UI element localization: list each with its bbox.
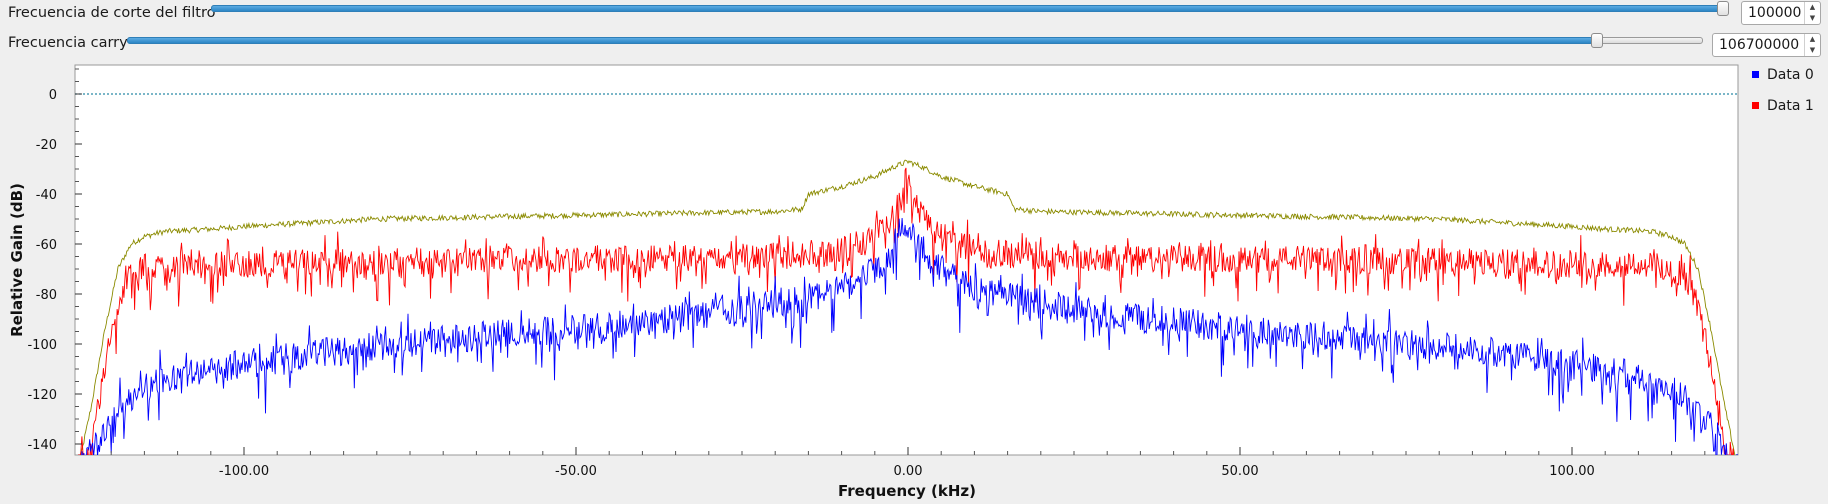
x-tick-label: 50.00 — [1221, 464, 1258, 479]
carry-value: 106700000 — [1719, 37, 1800, 53]
legend-swatch — [1752, 102, 1759, 109]
filter-cutoff-slider-handle[interactable] — [1717, 1, 1729, 16]
carry-row: Frecuencia carry 106700000 ▲ ▼ — [0, 30, 1828, 60]
carry-label: Frecuencia carry — [8, 35, 128, 51]
carry-slider-handle[interactable] — [1591, 33, 1603, 48]
spin-arrows-icon[interactable]: ▲ ▼ — [1804, 34, 1820, 56]
y-tick-label: -20 — [36, 138, 57, 153]
filter-cutoff-value: 100000 — [1748, 5, 1802, 21]
y-tick-label: -120 — [27, 388, 57, 403]
x-tick-label: 0.00 — [894, 464, 923, 479]
legend-label: Data 0 — [1767, 67, 1814, 83]
spin-arrows-icon[interactable]: ▲ ▼ — [1804, 2, 1820, 24]
y-axis-label: Relative Gain (dB) — [8, 183, 26, 337]
carry-slider[interactable] — [127, 33, 1703, 48]
series-line-2 — [80, 159, 1736, 455]
filter-cutoff-row: Frecuencia de corte del filtro 100000 ▲ ▼ — [0, 0, 1828, 30]
legend-swatch — [1752, 71, 1759, 78]
carry-spinbox[interactable]: 106700000 ▲ ▼ — [1712, 33, 1821, 57]
filter-cutoff-spinbox[interactable]: 100000 ▲ ▼ — [1741, 1, 1821, 25]
y-tick-label: -140 — [27, 438, 57, 453]
x-tick-label: -100.00 — [219, 464, 269, 479]
x-axis-label: Frequency (kHz) — [838, 482, 976, 500]
y-tick-label: -80 — [36, 288, 57, 303]
y-tick-label: 0 — [49, 88, 57, 103]
filter-cutoff-slider[interactable] — [211, 1, 1729, 16]
y-tick-label: -100 — [27, 338, 57, 353]
x-tick-label: 100.00 — [1549, 464, 1595, 479]
legend-label: Data 1 — [1767, 98, 1814, 114]
y-tick-label: -40 — [36, 188, 57, 203]
y-tick-label: -60 — [36, 238, 57, 253]
x-tick-label: -50.00 — [555, 464, 597, 479]
series-line-0 — [81, 217, 1738, 455]
legend-item-data-0[interactable]: Data 0 — [1752, 67, 1814, 83]
legend-item-data-1[interactable]: Data 1 — [1752, 98, 1814, 114]
series-line-1 — [78, 167, 1735, 455]
filter-cutoff-label: Frecuencia de corte del filtro — [8, 5, 216, 21]
